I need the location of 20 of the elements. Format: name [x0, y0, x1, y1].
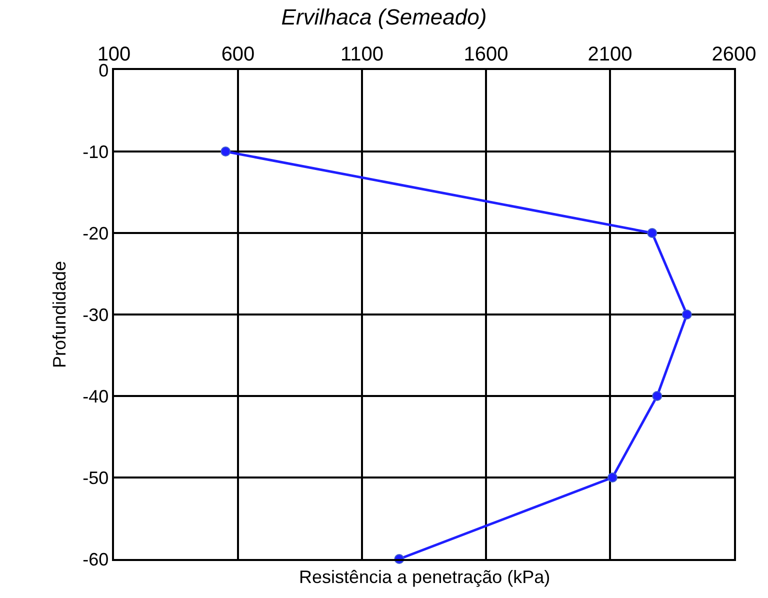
y-tick-label: -50 [82, 468, 109, 488]
point [652, 391, 662, 401]
chart-title: Ervilhaca (Semeado) [281, 4, 487, 30]
point [647, 228, 658, 238]
point [220, 146, 231, 156]
point [682, 310, 692, 320]
y-tick-label: -30 [82, 304, 109, 325]
y-tick-label: -20 [82, 223, 109, 244]
x-tick-label: 600 [221, 43, 255, 66]
y-axis-title: Profundidade [49, 260, 70, 368]
y-tick-label: -40 [82, 386, 109, 406]
x-tick-label: 1100 [340, 43, 384, 66]
point [607, 472, 618, 482]
x-tick-label: 1600 [464, 43, 508, 66]
y-tick-label: -10 [82, 142, 109, 162]
y-tick-label: 0 [98, 60, 109, 80]
y-tick-label: -60 [82, 549, 109, 570]
x-tick-label: 2600 [712, 43, 756, 66]
x-axis-title: Resistência a penetração (kPa) [299, 567, 550, 587]
x-tick-label: 2100 [588, 43, 632, 66]
